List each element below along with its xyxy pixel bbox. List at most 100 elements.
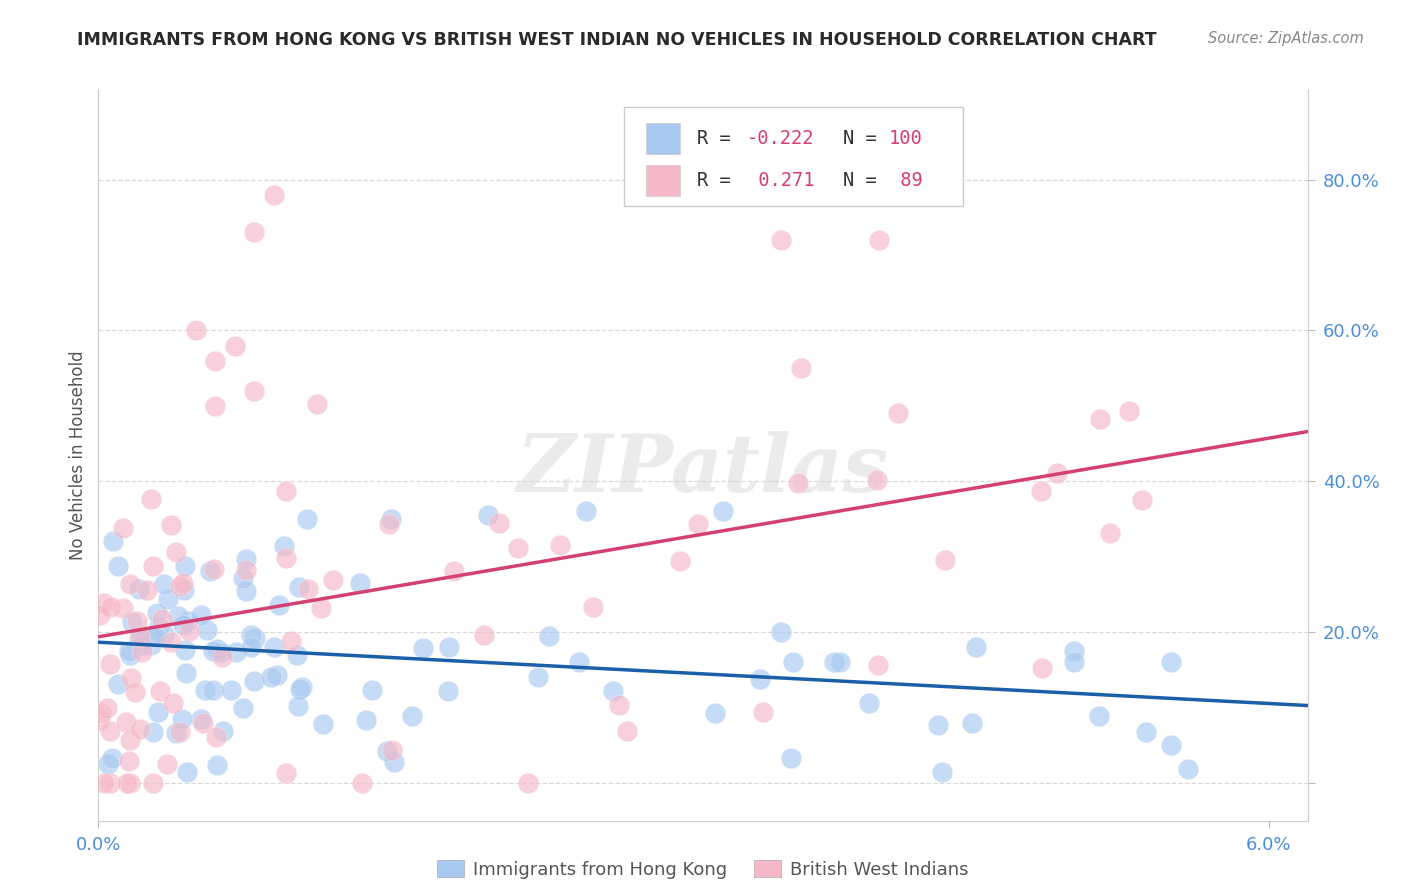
Point <box>360 683 382 698</box>
Point <box>769 233 792 247</box>
Point <box>173 575 195 590</box>
Point <box>1063 644 1085 658</box>
Point <box>1160 655 1182 669</box>
Text: 0.271: 0.271 <box>747 171 814 190</box>
Point <box>240 640 263 655</box>
Point <box>349 576 371 591</box>
Point <box>866 658 889 673</box>
Point <box>160 518 183 533</box>
Point <box>198 565 221 579</box>
Point <box>112 600 135 615</box>
Point <box>568 655 591 669</box>
Point <box>1031 661 1053 675</box>
Point <box>934 553 956 567</box>
Point <box>204 353 226 368</box>
Point <box>273 539 295 553</box>
Point <box>129 722 152 736</box>
Point <box>156 756 179 771</box>
Point <box>823 655 845 669</box>
Point <box>1177 762 1199 776</box>
Point <box>260 669 283 683</box>
Point <box>703 706 725 720</box>
Point <box>150 612 173 626</box>
Point <box>688 516 710 531</box>
Point <box>1118 404 1140 418</box>
Point <box>139 492 162 507</box>
Point <box>243 226 266 240</box>
Point <box>132 629 155 643</box>
Point <box>960 715 983 730</box>
Point <box>174 559 197 574</box>
Point <box>748 672 770 686</box>
Point <box>443 564 465 578</box>
Point <box>828 655 851 669</box>
Point <box>121 615 143 629</box>
Point <box>225 645 247 659</box>
Point <box>575 504 598 518</box>
Point <box>205 642 228 657</box>
Text: ZIPatlas: ZIPatlas <box>517 431 889 508</box>
Point <box>114 715 136 730</box>
Point <box>128 631 150 645</box>
Bar <box>647 165 681 196</box>
Point <box>211 649 233 664</box>
Point <box>506 541 529 555</box>
Point <box>174 643 197 657</box>
Point <box>267 598 290 612</box>
Point <box>931 764 953 779</box>
Point <box>472 628 495 642</box>
Point <box>1063 655 1085 669</box>
Point <box>205 730 228 744</box>
Point <box>1088 412 1111 426</box>
Point <box>101 751 124 765</box>
Point <box>965 640 987 655</box>
Point <box>1135 725 1157 739</box>
Point <box>527 670 550 684</box>
Point <box>866 473 889 487</box>
Point <box>146 705 169 719</box>
Point <box>153 577 176 591</box>
Point <box>190 713 212 727</box>
Point <box>184 324 207 338</box>
Point <box>212 724 235 739</box>
Point <box>125 614 148 628</box>
Point <box>382 756 405 770</box>
Point <box>162 697 184 711</box>
Point <box>97 756 120 771</box>
Point <box>868 233 890 247</box>
Point <box>439 640 461 655</box>
Point <box>1099 526 1122 541</box>
Point <box>263 640 285 654</box>
Point <box>139 638 162 652</box>
Point <box>157 591 180 606</box>
Point <box>274 551 297 566</box>
Point <box>602 684 624 698</box>
Point <box>170 712 193 726</box>
Point <box>243 384 266 398</box>
Point <box>616 724 638 739</box>
Point <box>103 534 125 549</box>
Point <box>118 754 141 768</box>
Point <box>124 685 146 699</box>
Point <box>118 648 141 662</box>
Point <box>288 682 311 697</box>
Point <box>205 757 228 772</box>
Point <box>120 671 142 685</box>
Point <box>607 698 630 712</box>
Point <box>356 714 378 728</box>
Point <box>477 508 499 523</box>
Point <box>668 554 690 568</box>
Point <box>96 701 118 715</box>
Point <box>779 751 801 765</box>
Point <box>93 596 115 610</box>
Point <box>309 600 332 615</box>
Point <box>115 776 138 790</box>
Point <box>98 776 121 790</box>
Y-axis label: No Vehicles in Household: No Vehicles in Household <box>69 350 87 560</box>
Point <box>305 397 328 411</box>
Point <box>117 644 139 658</box>
Point <box>146 606 169 620</box>
Point <box>488 516 510 530</box>
Point <box>1046 467 1069 481</box>
Point <box>858 697 880 711</box>
